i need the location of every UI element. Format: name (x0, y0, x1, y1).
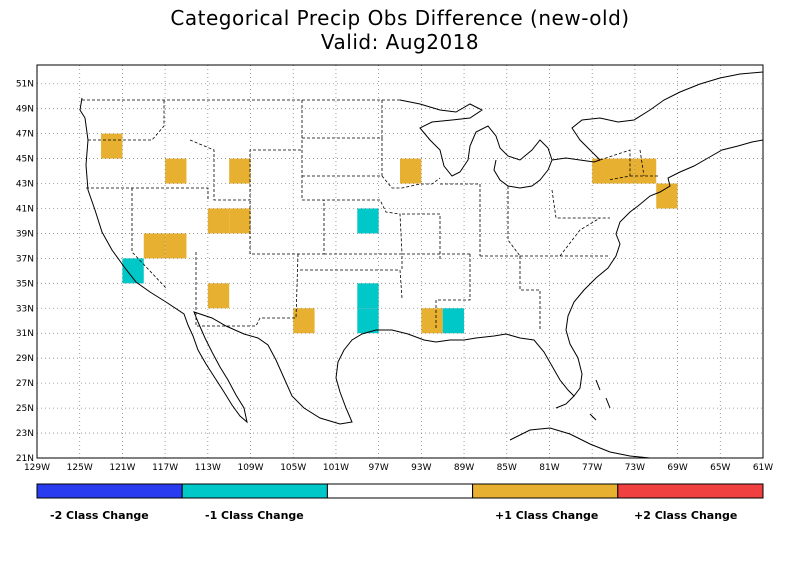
lon-tick-label: 101W (323, 463, 349, 473)
plus-change-cell (165, 158, 187, 184)
lat-tick-label: 47N (16, 130, 34, 140)
lon-tick-label: 113W (195, 463, 221, 473)
legend-swatch-plus1 (472, 483, 619, 499)
lon-tick-label: 93W (411, 463, 431, 473)
plus-change-cell (101, 133, 123, 159)
plus-change-cell (293, 308, 315, 334)
legend-swatch-minus1 (181, 483, 328, 499)
lon-tick-label: 73W (625, 463, 645, 473)
lat-tick-label: 39N (16, 229, 34, 239)
basemap (79, 71, 763, 458)
lon-tick-label: 85W (497, 463, 517, 473)
coastline (79, 97, 763, 425)
lon-tick-label: 69W (667, 463, 687, 473)
lon-tick-label: 129W (24, 463, 50, 473)
lat-tick-label: 31N (16, 329, 34, 339)
lat-tick-label: 25N (16, 404, 34, 414)
lat-tick-label: 21N (16, 454, 34, 464)
lon-tick-label: 121W (109, 463, 135, 473)
lat-tick-label: 43N (16, 180, 34, 190)
plus-change-cell (229, 158, 251, 184)
difference-cells (101, 133, 678, 334)
bahamas (589, 379, 611, 421)
legend-swatch-zero (326, 483, 474, 499)
minus-change-cell (357, 283, 379, 309)
plus-change-cell (421, 308, 443, 334)
plus-change-cell (207, 208, 230, 234)
legend-swatch-minus2 (36, 483, 183, 499)
minus-change-cell (357, 308, 379, 334)
latitude-tick-labels: 51N 49N 47N 45N 43N 41N 39N 37N 35N 33N 31N 29N 27N 2… (16, 80, 34, 464)
legend-label-plus1: +1 Class Change (495, 509, 599, 522)
lon-tick-label: 61W (753, 463, 773, 473)
map-frame (36, 64, 764, 459)
lat-tick-label: 33N (16, 304, 34, 314)
lat-tick-label: 35N (16, 279, 34, 289)
lat-tick-label: 29N (16, 354, 34, 364)
state-boundaries (86, 100, 660, 330)
lon-tick-label: 109W (237, 463, 263, 473)
minus-change-cell (357, 208, 379, 234)
lon-tick-label: 125W (67, 463, 93, 473)
legend-swatch-plus2 (617, 483, 764, 499)
lat-tick-label: 41N (16, 204, 34, 214)
lat-lon-grid (37, 65, 763, 458)
lon-tick-label: 77W (582, 463, 602, 473)
plus-change-cell (592, 158, 614, 184)
lat-tick-label: 37N (16, 254, 34, 264)
lon-tick-label: 65W (710, 463, 730, 473)
legend-label-minus1: -1 Class Change (205, 509, 304, 522)
map-title: Categorical Precip Obs Difference (new-o… (170, 6, 630, 30)
lon-tick-label: 105W (280, 463, 306, 473)
lat-tick-label: 27N (16, 379, 34, 389)
lat-tick-label: 45N (16, 155, 34, 165)
legend-label-minus2: -2 Class Change (50, 509, 149, 522)
longitude-tick-labels: 129W 125W 121W 117W 113W 109W 105W 101W 97W 93W 89… (24, 463, 773, 473)
plus-change-cell (400, 158, 422, 184)
plus-change-cell (143, 233, 166, 259)
lat-tick-label: 51N (16, 80, 34, 90)
lat-tick-label: 49N (16, 105, 34, 115)
cuba-coast (509, 427, 651, 458)
plus-change-cell (634, 158, 657, 184)
florida-keys (555, 395, 575, 409)
map-background (37, 65, 763, 458)
plus-change-cell (165, 233, 187, 259)
lon-tick-label: 81W (539, 463, 559, 473)
lon-tick-label: 89W (454, 463, 474, 473)
legend-label-plus2: +2 Class Change (634, 509, 738, 522)
plus-change-cell (656, 183, 678, 209)
minus-change-cell (122, 258, 144, 284)
plus-change-cell (613, 158, 635, 184)
map-subtitle: Valid: Aug2018 (320, 30, 480, 54)
minus-change-cell (442, 308, 465, 334)
plus-change-cell (207, 283, 230, 309)
great-lakes (399, 99, 601, 189)
canada-coast (571, 71, 763, 161)
lat-tick-label: 23N (16, 429, 34, 439)
lon-tick-label: 97W (368, 463, 388, 473)
lon-tick-label: 117W (152, 463, 178, 473)
plus-change-cell (229, 208, 251, 234)
legend-colorbar (36, 483, 764, 499)
